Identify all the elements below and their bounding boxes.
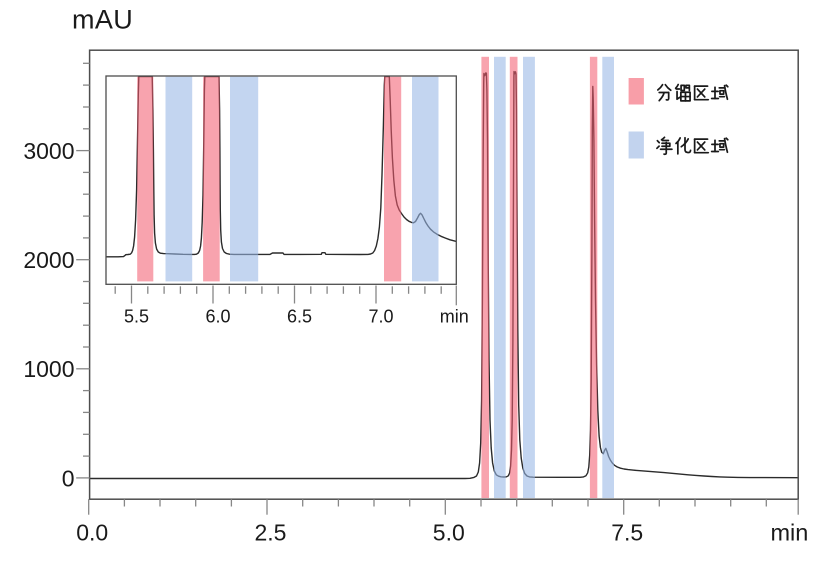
- svg-text:2000: 2000: [23, 247, 74, 273]
- svg-text:min: min: [770, 520, 808, 546]
- svg-text:5.0: 5.0: [433, 519, 465, 545]
- svg-text:6.0: 6.0: [205, 307, 230, 327]
- svg-text:0.0: 0.0: [76, 519, 108, 545]
- svg-text:2.5: 2.5: [255, 519, 287, 545]
- svg-text:min: min: [440, 307, 469, 327]
- svg-text:5.5: 5.5: [124, 307, 149, 327]
- svg-text:6.5: 6.5: [287, 307, 312, 327]
- svg-text:7.5: 7.5: [611, 519, 643, 545]
- svg-text:7.0: 7.0: [368, 307, 393, 327]
- svg-text:3000: 3000: [23, 138, 74, 164]
- svg-text:mAU: mAU: [72, 5, 133, 35]
- svg-text:1000: 1000: [23, 356, 74, 382]
- svg-text:0: 0: [62, 465, 75, 491]
